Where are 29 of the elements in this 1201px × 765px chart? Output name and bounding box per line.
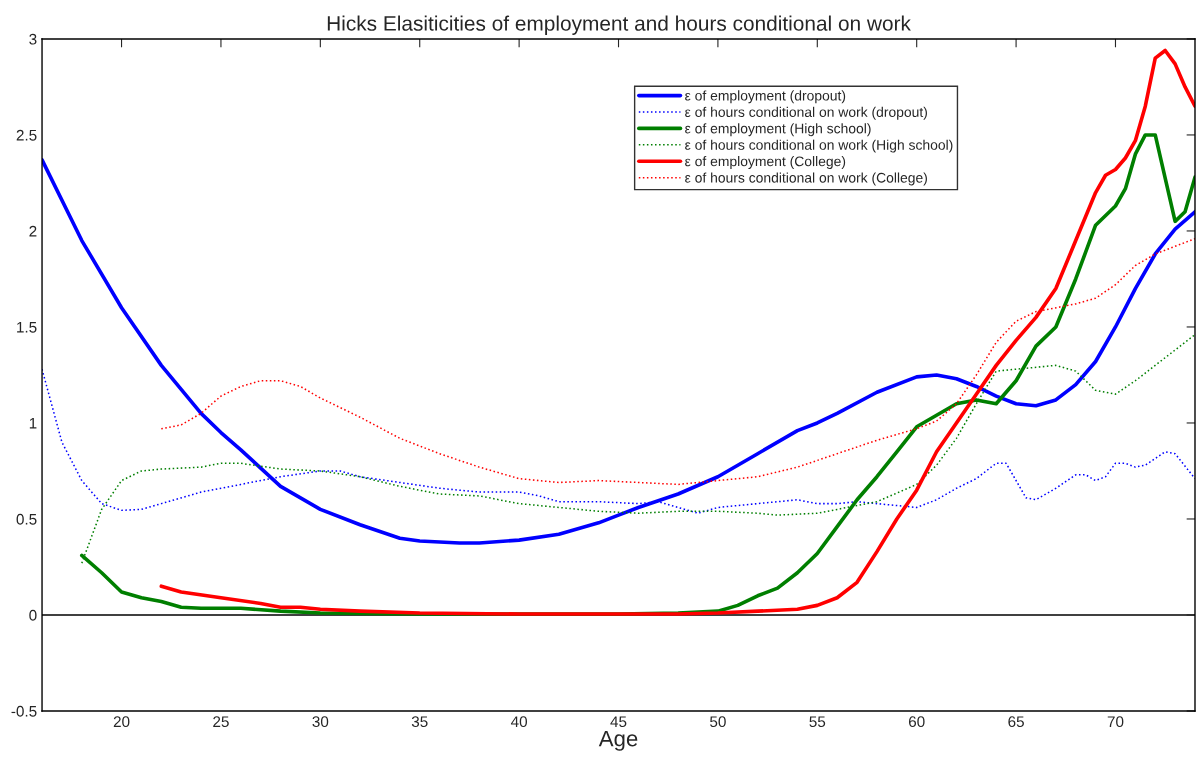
chart-title: Hicks Elasiticities of employment and hours conditional on work	[327, 15, 911, 35]
x-tick-label: 25	[213, 716, 229, 728]
legend-label: ε of hours conditional on work (High school)	[685, 139, 953, 153]
legend-label: ε of hours conditional on work (College)	[685, 172, 927, 186]
y-tick-label: 0.5	[16, 513, 37, 525]
x-tick-label: 30	[312, 716, 329, 728]
y-tick-label: 2.5	[16, 129, 37, 141]
x-tick-label: 55	[809, 716, 826, 728]
y-tick-label: 1.5	[17, 321, 37, 333]
legend-label: ε of employment (College)	[685, 156, 846, 169]
legend-label: ε of employment (High school)	[685, 123, 871, 137]
x-tick-label: 60	[908, 716, 925, 728]
y-tick-label: 2	[29, 225, 37, 237]
x-tick-label: 20	[113, 716, 130, 728]
x-axis-title: Age	[598, 730, 638, 751]
x-tick-label: 65	[1008, 716, 1024, 728]
y-tick-label: 0	[29, 609, 37, 621]
line-series	[159, 48, 1195, 616]
y-tick-label: 3	[29, 33, 37, 45]
x-tick-label: 45	[610, 716, 627, 728]
x-tick-label: 35	[411, 716, 428, 728]
line-series	[42, 158, 1195, 545]
legend-label: ε of employment (dropout)	[685, 90, 846, 104]
x-tick-label: 40	[510, 716, 528, 728]
x-tick-label: 50	[710, 716, 726, 728]
x-tick-label: 70	[1107, 716, 1124, 728]
y-tick-label: 1	[29, 417, 37, 429]
legend-label: ε of hours conditional on work (dropout)	[685, 106, 927, 120]
y-tick-label: -0.5	[11, 705, 37, 717]
